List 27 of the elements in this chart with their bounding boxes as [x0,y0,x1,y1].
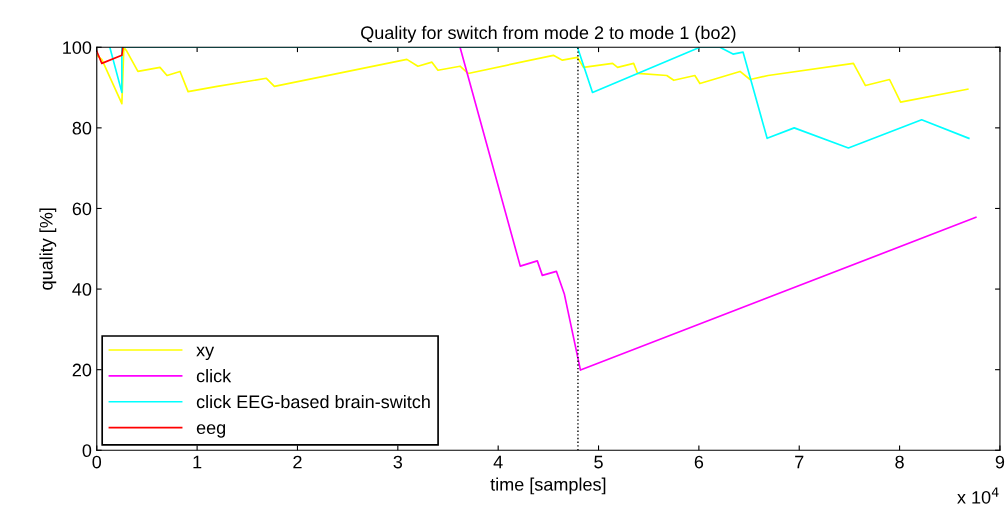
x-tick-label: 8 [895,455,904,469]
line-series [459,47,977,371]
x-axis-title: time [samples] [490,477,606,495]
legend-label: click [196,369,232,383]
line-series [96,47,969,105]
x-tick-label: 0 [92,455,102,469]
chart-title: Quality for switch from mode 2 to mode 1 (bo2) [361,25,736,43]
x-tick-label: 2 [293,455,302,469]
y-tick-label: 40 [72,283,92,296]
y-tick-label: 80 [72,121,92,135]
legend-label: click EEG-based brain-switch [196,394,430,409]
x-tick-label: 6 [694,455,704,469]
text: x 10$^{4}$ [957,487,999,504]
y-tick-label: 20 [72,363,92,377]
x-tick-label: 7 [795,455,804,469]
y-tick-label: 60 [72,202,92,216]
y-axis-title: quality [%] [39,208,57,290]
x-tick-label: 5 [594,455,603,469]
x-tick-label: 3 [393,455,403,469]
legend-label: eeg [196,424,226,438]
x-tick-label: 1 [193,455,202,469]
line-series [96,47,124,65]
y-tick-label: 100 [63,41,92,54]
x-tick-label: 4 [493,455,503,469]
x-tick-label: 9 [995,455,1005,469]
legend-label: xy [196,346,215,361]
y-tick-label: 0 [82,444,92,458]
